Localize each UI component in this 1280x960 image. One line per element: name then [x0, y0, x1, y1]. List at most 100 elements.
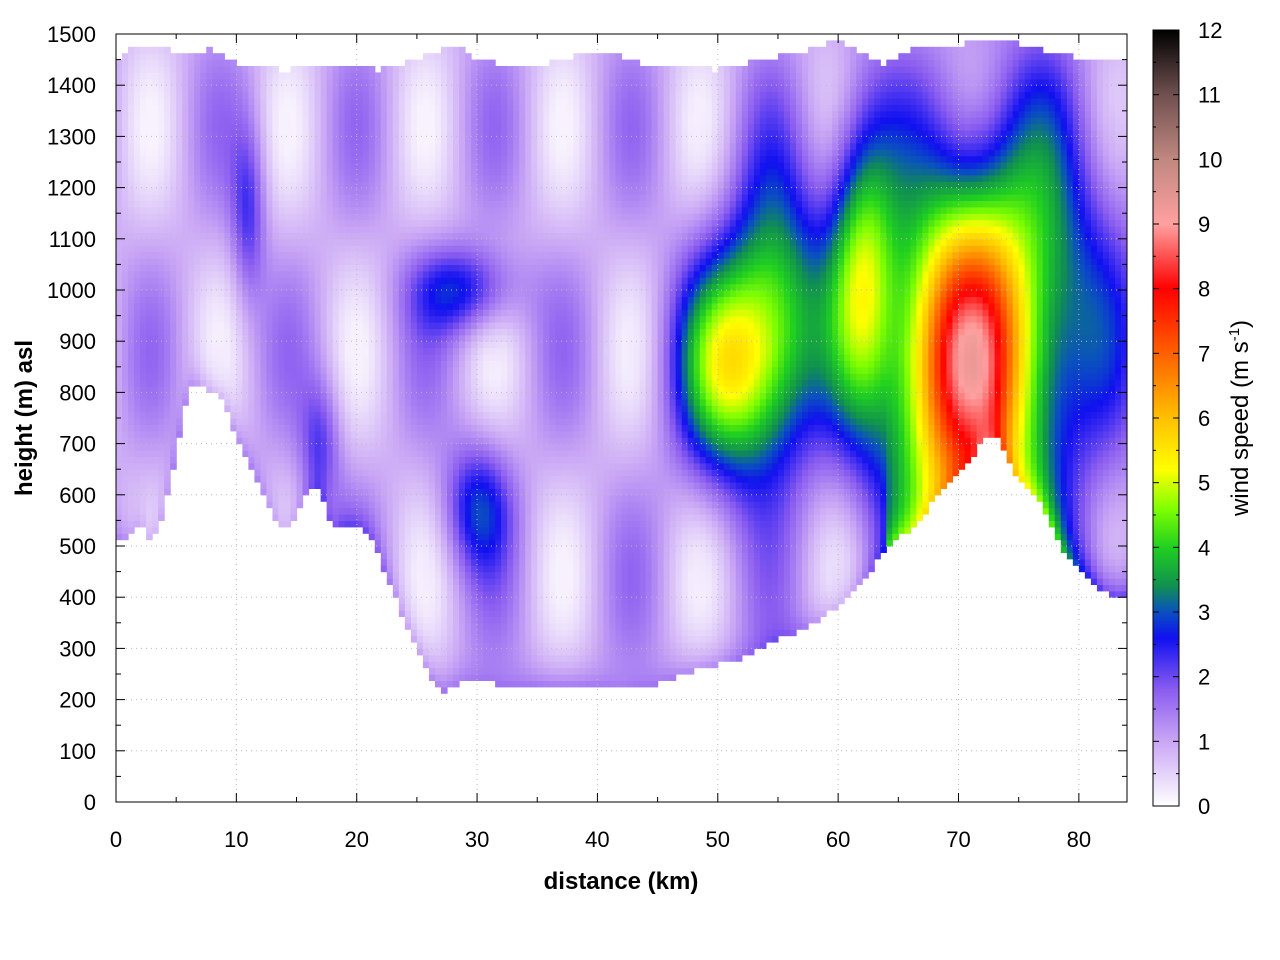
field-cell: [128, 386, 135, 393]
field-cell: [338, 296, 346, 304]
field-cell: [314, 162, 322, 169]
field-cell: [146, 283, 153, 291]
field-cell: [344, 430, 352, 438]
field-cell: [410, 110, 418, 118]
field-cell: [140, 315, 147, 323]
field-cell: [338, 117, 346, 125]
field-cell: [140, 462, 147, 470]
field-cell: [380, 514, 388, 521]
field-cell: [260, 437, 268, 445]
field-cell: [495, 66, 502, 73]
field-cell: [326, 219, 334, 227]
field-cell: [140, 59, 147, 67]
field-cell: [440, 520, 448, 528]
field-cell: [212, 194, 219, 201]
field-cell: [350, 507, 358, 515]
field-cell: [314, 238, 322, 246]
field-cell: [440, 386, 448, 393]
field-cell: [446, 72, 454, 80]
field-cell: [440, 258, 448, 265]
field-cell: [495, 91, 502, 99]
field-cell: [212, 309, 219, 317]
field-cell: [434, 366, 442, 374]
field-cell: [459, 597, 466, 605]
field-cell: [344, 85, 352, 93]
field-cell: [507, 386, 514, 393]
field-cell: [194, 334, 201, 342]
field-cell: [314, 78, 322, 86]
field-cell: [122, 283, 129, 291]
field-cell: [320, 123, 328, 131]
field-cell: [410, 117, 418, 125]
field-cell: [212, 110, 219, 118]
field-cell: [158, 98, 165, 105]
field-cell: [428, 290, 436, 297]
field-cell: [302, 162, 310, 169]
field-cell: [483, 264, 490, 272]
field-cell: [332, 328, 340, 336]
field-cell: [428, 386, 436, 393]
field-cell: [471, 648, 478, 656]
field-cell: [212, 379, 219, 387]
field-cell: [182, 334, 189, 342]
field-cell: [465, 622, 472, 630]
field-cell: [296, 110, 304, 118]
field-cell: [356, 360, 364, 368]
field-cell: [152, 53, 159, 61]
field-cell: [296, 162, 304, 169]
field-cell: [380, 379, 388, 387]
field-cell: [380, 213, 388, 221]
field-cell: [501, 251, 508, 259]
field-cell: [392, 411, 400, 419]
field-cell: [320, 302, 328, 310]
field-cell: [446, 539, 454, 547]
field-cell: [308, 328, 316, 336]
field-cell: [416, 584, 424, 592]
field-cell: [314, 136, 322, 144]
field-cell: [495, 290, 502, 297]
field-cell: [254, 366, 262, 374]
field-cell: [332, 456, 340, 464]
field-cell: [374, 334, 382, 342]
field-cell: [326, 450, 334, 457]
field-cell: [422, 373, 430, 381]
field-cell: [164, 411, 171, 419]
field-cell: [122, 123, 129, 131]
field-cell: [122, 110, 129, 118]
field-cell: [284, 315, 292, 323]
field-cell: [248, 398, 256, 406]
field-cell: [308, 366, 316, 374]
field-cell: [146, 302, 153, 310]
field-cell: [422, 78, 430, 86]
field-cell: [422, 213, 430, 221]
field-cell: [362, 526, 370, 534]
field-cell: [218, 104, 225, 112]
field-cell: [200, 117, 207, 125]
field-cell: [242, 411, 249, 419]
field-cell: [296, 85, 304, 93]
field-cell: [272, 334, 280, 342]
field-cell: [284, 181, 292, 189]
field-cell: [128, 424, 135, 432]
field-cell: [212, 181, 219, 189]
field-cell: [134, 430, 141, 438]
field-cell: [422, 635, 430, 643]
field-cell: [194, 290, 201, 297]
field-cell: [332, 117, 340, 125]
field-cell: [296, 130, 304, 137]
field-cell: [489, 360, 496, 368]
field-cell: [489, 251, 496, 259]
field-cell: [176, 245, 183, 253]
field-cell: [422, 450, 430, 457]
field-cell: [170, 104, 177, 112]
field-cell: [422, 520, 430, 528]
field-cell: [248, 155, 256, 163]
field-cell: [146, 258, 153, 265]
field-cell: [380, 341, 388, 349]
field-cell: [134, 322, 141, 329]
field-cell: [218, 155, 225, 163]
field-cell: [182, 142, 189, 150]
field-cell: [392, 66, 400, 73]
field-cell: [242, 181, 249, 189]
field-cell: [164, 174, 171, 182]
